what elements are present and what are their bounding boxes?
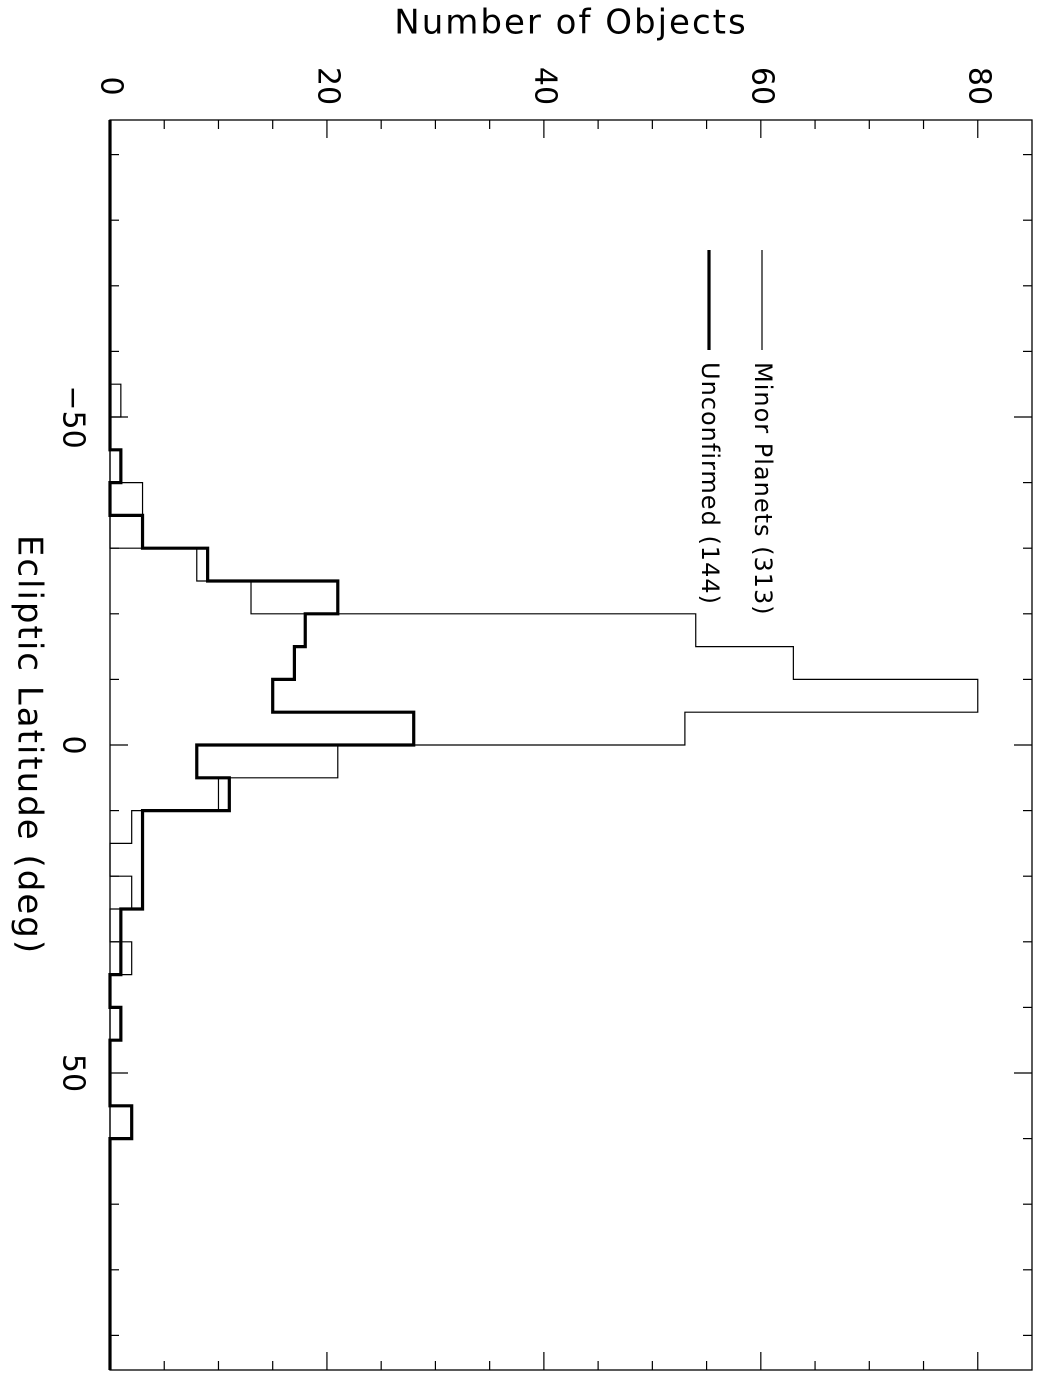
latitude-tick-label: −50 xyxy=(56,385,91,448)
count-tick-label: 80 xyxy=(961,67,996,105)
count-tick-label: 60 xyxy=(744,67,779,105)
y-axis-title: Number of Objects xyxy=(394,3,747,43)
x-axis-title: Ecliptic Latitude (deg) xyxy=(10,535,50,955)
minor-planets-series-line xyxy=(109,120,979,1370)
legend-label: Unconfirmed (144) xyxy=(696,362,724,605)
legend-label: Minor Planets (313) xyxy=(749,362,777,616)
latitude-tick-label: 0 xyxy=(56,735,91,754)
count-tick-label: 20 xyxy=(310,67,345,105)
series-layer xyxy=(108,120,979,1370)
unconfirmed-series-line xyxy=(108,120,416,1370)
count-tick-label: 40 xyxy=(527,67,562,105)
tick-labels: 0 20 40 60 80 −50 0 50 xyxy=(56,67,997,1092)
legend: Minor Planets (313) Unconfirmed (144) xyxy=(696,250,777,616)
count-tick-label: 0 xyxy=(94,76,129,95)
latitude-tick-label: 50 xyxy=(56,1054,91,1092)
